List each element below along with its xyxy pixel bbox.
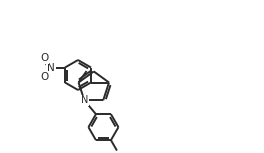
Text: O: O (40, 72, 48, 82)
Text: N: N (47, 62, 55, 73)
Text: N: N (81, 95, 88, 105)
Text: O: O (40, 53, 48, 63)
